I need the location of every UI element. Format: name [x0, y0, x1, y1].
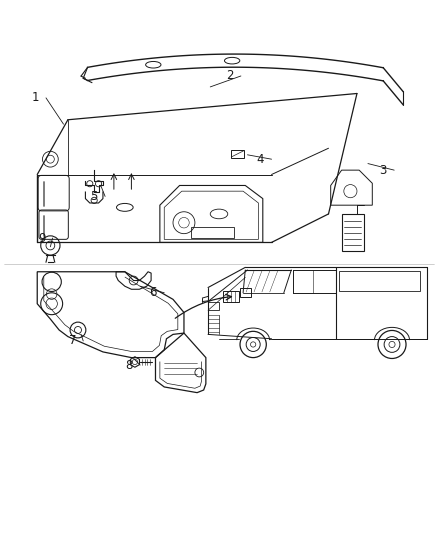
Text: 7: 7 — [68, 335, 76, 348]
Bar — [208, 302, 219, 310]
Bar — [231, 150, 244, 158]
Text: 9: 9 — [38, 231, 46, 245]
Text: 2: 2 — [226, 69, 234, 83]
Text: 8: 8 — [126, 359, 133, 372]
Text: 3: 3 — [380, 164, 387, 176]
Text: 1: 1 — [31, 91, 39, 104]
Text: 4: 4 — [257, 152, 265, 166]
Text: 6: 6 — [149, 286, 157, 300]
Text: 5: 5 — [91, 190, 98, 203]
Bar — [191, 227, 234, 238]
